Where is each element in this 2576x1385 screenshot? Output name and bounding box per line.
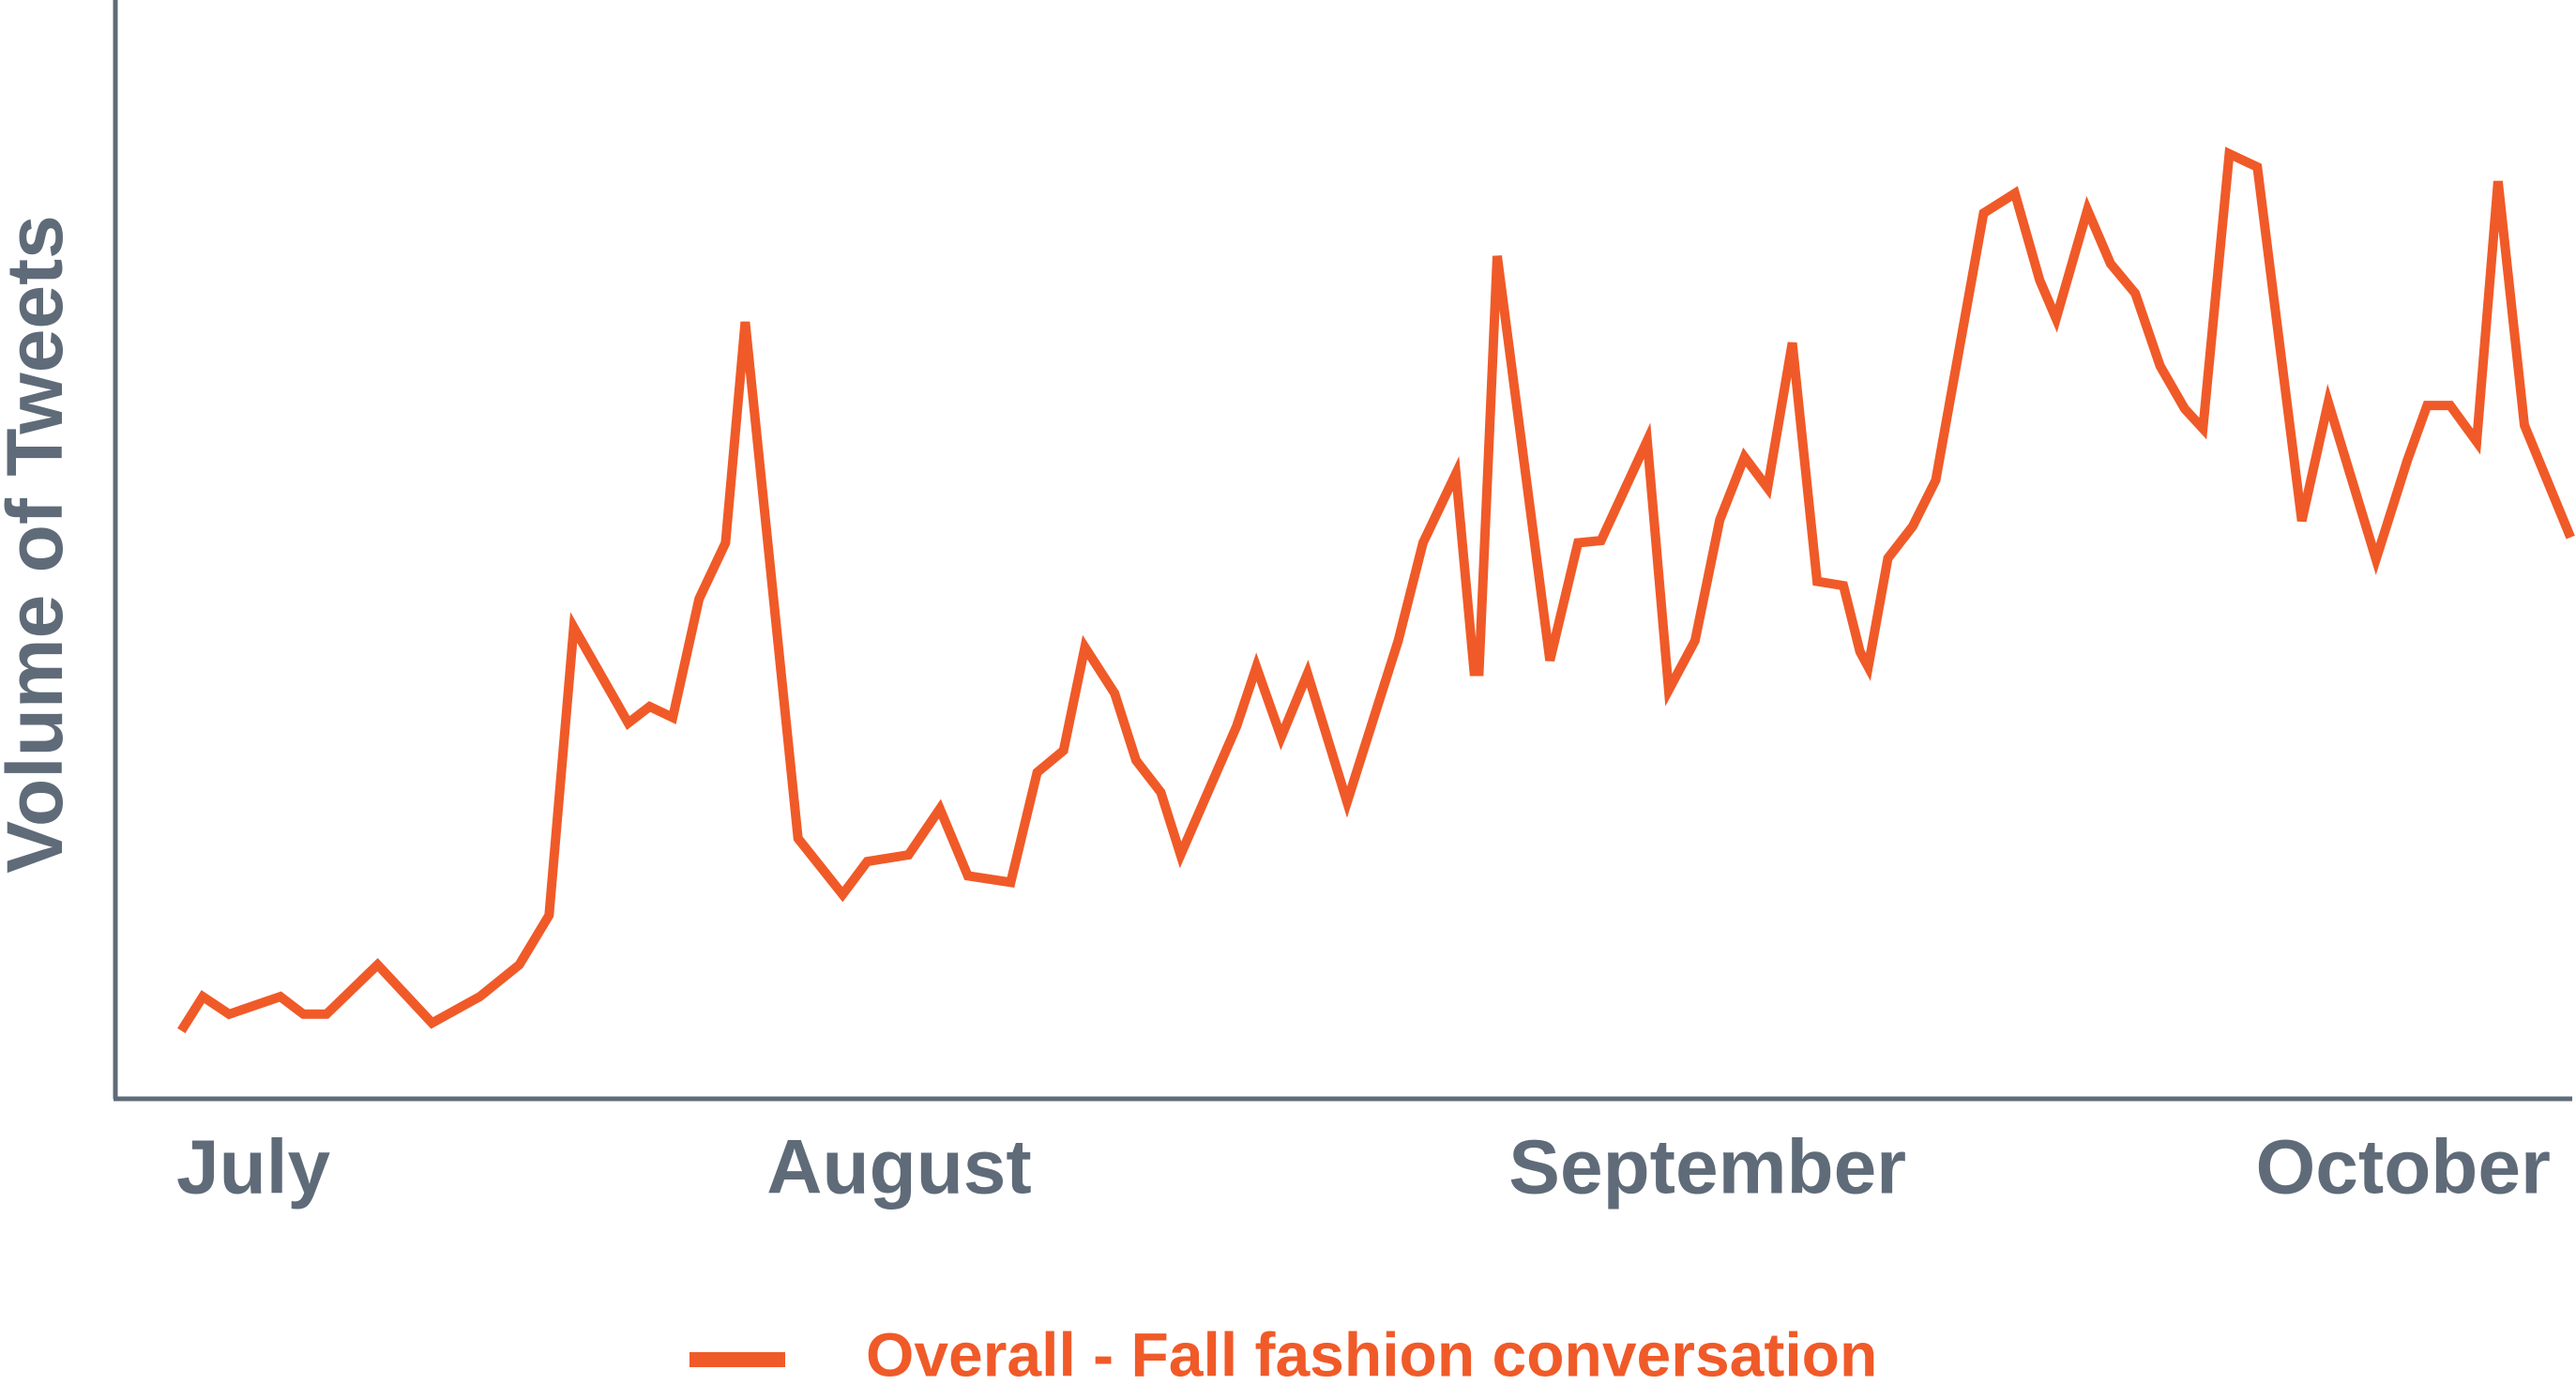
y-axis-label: Volume of Tweets — [0, 215, 79, 874]
x-tick-label: September — [1508, 1125, 1906, 1210]
x-tick-label: August — [766, 1125, 1031, 1210]
legend-label: Overall - Fall fashion conversation — [866, 1319, 1877, 1385]
series-line — [177, 146, 2575, 1034]
x-tick-label: October — [2256, 1125, 2551, 1210]
x-tick-label: July — [176, 1125, 330, 1210]
